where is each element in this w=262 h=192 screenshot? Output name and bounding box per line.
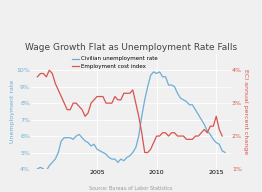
Employment cost index — [95, 95, 99, 98]
Employment cost index — [218, 128, 221, 131]
Civilian unemployment rate — [63, 137, 66, 139]
Y-axis label: ECI annual percent change: ECI annual percent change — [243, 69, 248, 154]
Y-axis label: Unemployment rate: Unemployment rate — [10, 80, 15, 143]
Civilian unemployment rate — [224, 151, 227, 154]
Line: Civilian unemployment rate: Civilian unemployment rate — [37, 72, 225, 171]
Civilian unemployment rate — [161, 76, 164, 78]
Employment cost index — [125, 92, 128, 94]
Civilian unemployment rate — [131, 151, 134, 154]
Employment cost index — [48, 69, 51, 71]
Employment cost index — [36, 76, 39, 78]
Civilian unemployment rate — [116, 161, 119, 164]
Line: Employment cost index: Employment cost index — [37, 70, 222, 152]
Employment cost index — [143, 151, 146, 154]
Employment cost index — [170, 132, 173, 134]
Text: Source: Bureau of Labor Statistics: Source: Bureau of Labor Statistics — [89, 186, 173, 191]
Civilian unemployment rate — [36, 168, 39, 170]
Employment cost index — [131, 89, 134, 91]
Civilian unemployment rate — [164, 76, 167, 78]
Employment cost index — [90, 102, 93, 104]
Title: Wage Growth Flat as Unemployment Rate Falls: Wage Growth Flat as Unemployment Rate Fa… — [25, 43, 237, 52]
Employment cost index — [221, 135, 224, 137]
Civilian unemployment rate — [143, 99, 146, 101]
Legend: Civilian unemployment rate, Employment cost index: Civilian unemployment rate, Employment c… — [70, 54, 160, 71]
Civilian unemployment rate — [45, 170, 48, 172]
Civilian unemployment rate — [152, 71, 155, 73]
